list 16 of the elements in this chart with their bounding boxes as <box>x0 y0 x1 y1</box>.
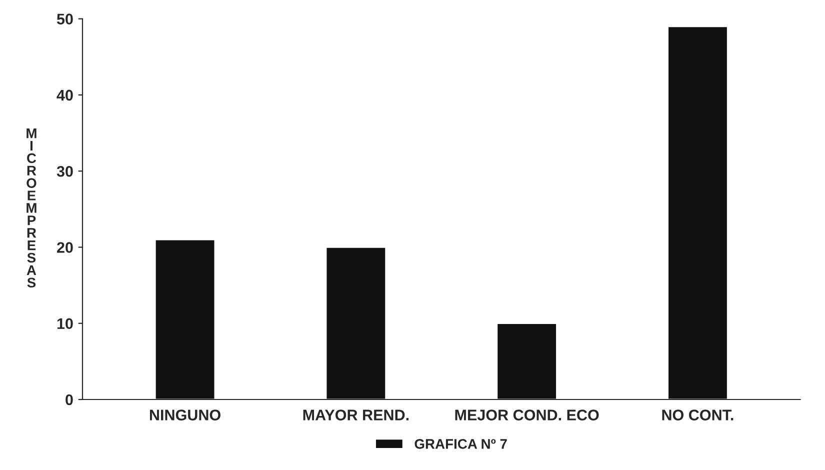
bar <box>325 246 387 400</box>
y-tick-label: 10 <box>57 318 73 330</box>
x-tick-label: NO CONT. <box>662 410 734 420</box>
bar <box>496 322 558 400</box>
x-tick-label: NINGUNO <box>150 410 220 420</box>
x-tick-label: MEJOR COND. ECO <box>455 410 599 420</box>
legend-label: GRAFICA Nº 7 <box>414 439 507 449</box>
text: MICROEMPRESAS <box>26 128 36 288</box>
y-tick-label: 20 <box>57 242 73 253</box>
y-tick-label: 0 <box>66 394 73 406</box>
bar <box>154 238 216 400</box>
bar <box>667 26 728 400</box>
x-tick-label: MAYOR REND. <box>303 410 409 420</box>
y-tick-label: 40 <box>56 90 73 101</box>
y-tick-label: 30 <box>56 166 73 177</box>
y-tick-label: 50 <box>56 14 73 24</box>
